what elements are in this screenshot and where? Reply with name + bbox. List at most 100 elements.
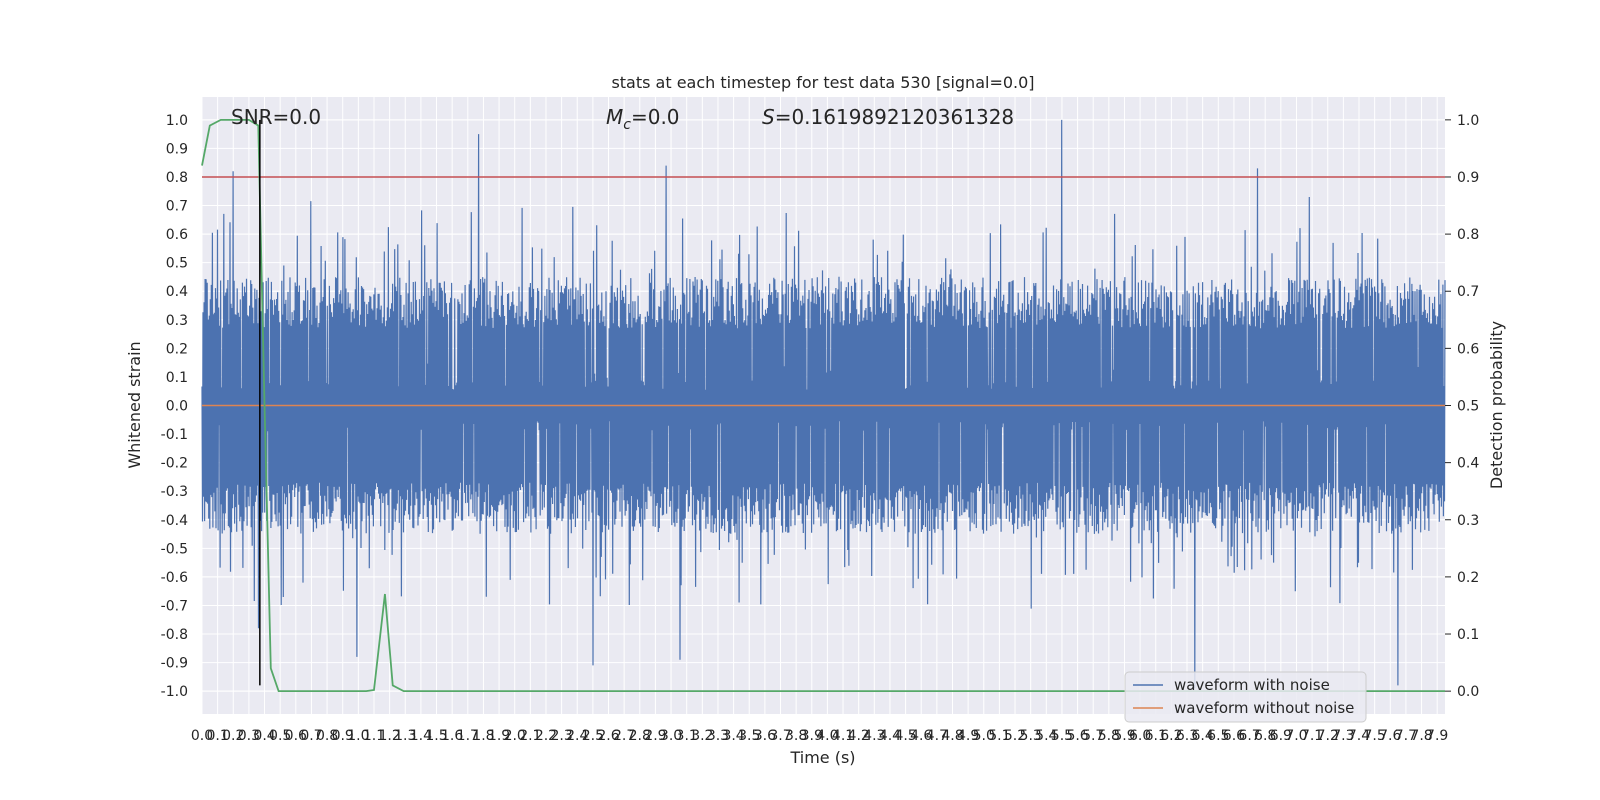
x-tick-label: 6.8 bbox=[1254, 728, 1276, 744]
waveform-with-noise-series bbox=[201, 119, 1446, 689]
x-axis-label: Time (s) bbox=[789, 748, 855, 767]
x-tick-label: 0.3 bbox=[238, 728, 260, 744]
x-tick-label: 5.9 bbox=[1113, 728, 1135, 744]
right-y-tick-label: 0.7 bbox=[1457, 284, 1479, 300]
x-tick-label: 6.3 bbox=[1176, 728, 1198, 744]
left-y-tick-label: 0.7 bbox=[166, 199, 188, 215]
x-tick-label: 7.0 bbox=[1285, 728, 1307, 744]
left-y-tick-label: -0.7 bbox=[161, 598, 188, 614]
x-tick-label: 6.2 bbox=[1160, 728, 1182, 744]
noise-trace bbox=[201, 119, 1446, 689]
x-tick-label: 6.9 bbox=[1270, 728, 1292, 744]
right-y-axis-label: Detection probability bbox=[1487, 321, 1506, 489]
x-tick-label: 6.1 bbox=[1145, 728, 1167, 744]
x-tick-label: 3.7 bbox=[769, 728, 791, 744]
x-tick-label: 7.8 bbox=[1410, 728, 1432, 744]
x-tick-label: 2.4 bbox=[566, 728, 588, 744]
x-tick-label: 3.4 bbox=[722, 728, 744, 744]
x-tick-label: 3.3 bbox=[707, 728, 729, 744]
left-y-tick-label: 1.0 bbox=[166, 113, 188, 129]
legend-label-clean: waveform without noise bbox=[1174, 699, 1354, 717]
x-tick-label: 6.4 bbox=[1192, 728, 1214, 744]
x-tick-label: 0.9 bbox=[332, 728, 354, 744]
probability-trace bbox=[201, 118, 1445, 693]
left-y-axis-ticks: -1.0 -0.9 -0.8 -0.7 -0.6 -0.5 -0.4 -0.3 -0.2 -0.1… bbox=[161, 113, 188, 700]
x-tick-label: 7.1 bbox=[1301, 728, 1323, 744]
x-tick-label: 1.5 bbox=[425, 728, 447, 744]
right-y-tick-label: 1.0 bbox=[1457, 113, 1479, 129]
x-tick-label: 6.6 bbox=[1223, 728, 1245, 744]
x-tick-label: 2.9 bbox=[644, 728, 666, 744]
x-tick-label: 7.6 bbox=[1379, 728, 1401, 744]
x-tick-label: 1.9 bbox=[488, 728, 510, 744]
right-y-tick-label: 0.4 bbox=[1457, 456, 1479, 472]
x-tick-label: 3.0 bbox=[660, 728, 682, 744]
x-tick-label: 4.2 bbox=[848, 728, 870, 744]
left-y-tick-label: 0.6 bbox=[166, 227, 188, 243]
x-tick-label: 1.2 bbox=[378, 728, 400, 744]
left-y-tick-label: -0.1 bbox=[161, 427, 188, 443]
x-tick-label: 3.2 bbox=[691, 728, 713, 744]
x-tick-label: 0.0 bbox=[191, 728, 213, 744]
right-y-axis-ticks: 0.0 0.1 0.2 0.3 0.4 0.5 0.6 0.7 0.8 0.9 1.0 bbox=[1445, 113, 1479, 700]
x-tick-label: 2.7 bbox=[613, 728, 635, 744]
x-tick-label: 1.3 bbox=[394, 728, 416, 744]
x-tick-label: 3.6 bbox=[754, 728, 776, 744]
statistic-annotation: S=0.1619892120361328 bbox=[762, 105, 1014, 129]
x-tick-label: 6.5 bbox=[1207, 728, 1229, 744]
chirp-mass-annotation: Mc=0.0 bbox=[606, 105, 680, 133]
detection-probability-series bbox=[201, 118, 1445, 693]
left-y-axis-label: Whitened strain bbox=[125, 341, 144, 468]
x-tick-label: 5.5 bbox=[1051, 728, 1073, 744]
x-tick-label: 5.6 bbox=[1066, 728, 1088, 744]
x-tick-label: 0.4 bbox=[253, 728, 275, 744]
snr-annotation: SNR=0.0 bbox=[231, 105, 321, 129]
x-tick-label: 0.7 bbox=[300, 728, 322, 744]
x-tick-label: 1.4 bbox=[410, 728, 432, 744]
x-tick-label: 5.0 bbox=[973, 728, 995, 744]
x-tick-label: 2.3 bbox=[550, 728, 572, 744]
left-y-tick-label: -0.9 bbox=[161, 656, 188, 672]
left-y-tick-label: 0.4 bbox=[166, 284, 188, 300]
x-tick-label: 4.9 bbox=[957, 728, 979, 744]
x-tick-label: 7.4 bbox=[1348, 728, 1370, 744]
x-tick-label: 2.6 bbox=[597, 728, 619, 744]
chart-title: stats at each timestep for test data 530… bbox=[611, 73, 1034, 92]
left-y-tick-label: -0.8 bbox=[161, 627, 188, 643]
right-y-tick-label: 0.5 bbox=[1457, 399, 1479, 415]
x-tick-label: 5.3 bbox=[1020, 728, 1042, 744]
x-tick-label: 5.4 bbox=[1035, 728, 1057, 744]
x-tick-label: 5.8 bbox=[1098, 728, 1120, 744]
chirp-mass-symbol: M bbox=[606, 105, 623, 129]
x-tick-label: 2.1 bbox=[519, 728, 541, 744]
x-tick-label: 4.8 bbox=[941, 728, 963, 744]
x-tick-label: 0.2 bbox=[222, 728, 244, 744]
x-tick-label: 1.6 bbox=[441, 728, 463, 744]
x-tick-label: 3.9 bbox=[801, 728, 823, 744]
right-y-tick-label: 0.3 bbox=[1457, 513, 1479, 529]
x-tick-label: 2.0 bbox=[504, 728, 526, 744]
left-y-tick-label: -0.3 bbox=[161, 484, 188, 500]
left-y-tick-label: 0.8 bbox=[166, 170, 188, 186]
left-y-tick-label: 0.9 bbox=[166, 141, 188, 157]
x-tick-label: 0.5 bbox=[269, 728, 291, 744]
x-tick-label: 0.6 bbox=[285, 728, 307, 744]
x-tick-label: 4.4 bbox=[879, 728, 901, 744]
left-y-tick-label: -0.4 bbox=[161, 513, 188, 529]
x-tick-label: 3.5 bbox=[738, 728, 760, 744]
x-tick-label: 0.8 bbox=[316, 728, 338, 744]
x-tick-label: 4.6 bbox=[910, 728, 932, 744]
x-tick-label: 1.7 bbox=[457, 728, 479, 744]
x-tick-label: 7.3 bbox=[1332, 728, 1354, 744]
x-tick-label: 5.7 bbox=[1082, 728, 1104, 744]
x-tick-label: 2.2 bbox=[535, 728, 557, 744]
x-tick-label: 4.1 bbox=[832, 728, 854, 744]
left-y-tick-label: 0.0 bbox=[166, 399, 188, 415]
left-y-tick-label: -0.5 bbox=[161, 541, 188, 557]
right-y-tick-label: 0.6 bbox=[1457, 341, 1479, 357]
x-tick-label: 7.2 bbox=[1317, 728, 1339, 744]
statistic-symbol: S bbox=[762, 105, 775, 129]
x-tick-label: 7.9 bbox=[1426, 728, 1448, 744]
x-tick-label: 4.3 bbox=[863, 728, 885, 744]
legend-label-noise: waveform with noise bbox=[1174, 676, 1330, 694]
